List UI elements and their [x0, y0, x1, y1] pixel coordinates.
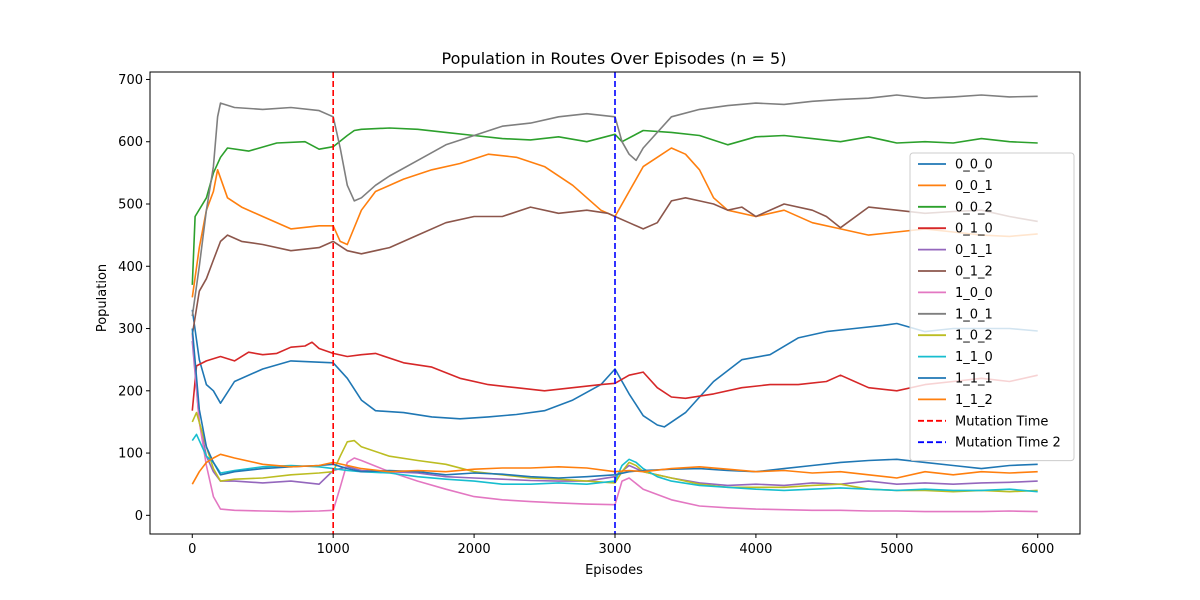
y-tick-label: 700: [118, 73, 143, 88]
y-axis-title: Population: [95, 264, 110, 332]
x-tick-label: 5000: [880, 542, 913, 557]
series-line-0-0-1: [191, 147, 1038, 298]
legend-label: 1_1_0: [955, 350, 993, 365]
plot-area: [191, 72, 1038, 534]
axes: 0 1000 2000 3000 4000 5000 6000 0 100 200 300 400 50…: [118, 71, 1081, 557]
y-tick-label: 200: [118, 384, 143, 399]
y-tick-label: 600: [118, 135, 143, 150]
series-line-1-1-1: [191, 328, 1038, 479]
legend-label: 1_0_0: [955, 286, 993, 301]
x-axis-title: Episodes: [585, 563, 643, 578]
x-tick-label: 4000: [739, 542, 772, 557]
y-tick-label: 0: [135, 509, 143, 524]
legend-label: 0_1_2: [955, 265, 993, 280]
series-line-1-0-2: [191, 411, 1038, 493]
legend-label: 1_1_2: [955, 393, 993, 408]
series-line-0-1-2: [191, 197, 1038, 335]
legend-label: 0_1_0: [955, 222, 993, 237]
legend-label: 1_1_1: [955, 372, 993, 387]
x-tick-label: 3000: [598, 542, 631, 557]
legend: 0_0_0 0_0_1 0_0_2 0_1_0 0_1_1 0_1_2 1_0_0 1_0_1…: [909, 152, 1075, 462]
y-tick-label: 300: [118, 322, 143, 337]
legend-label: Mutation Time 2: [955, 436, 1061, 451]
series-line-0-0-2: [191, 127, 1038, 285]
legend-label: Mutation Time: [955, 414, 1048, 429]
x-tick-label: 1000: [317, 542, 350, 557]
legend-label: 1_0_1: [955, 307, 993, 322]
x-tick-label: 6000: [1021, 542, 1054, 557]
y-tick-label: 500: [118, 198, 143, 213]
x-tick-label: 0: [188, 542, 196, 557]
legend-label: 0_1_1: [955, 243, 993, 258]
legend-label: 0_0_2: [955, 200, 993, 215]
x-tick-label: 2000: [458, 542, 491, 557]
chart-title: Population in Routes Over Episodes (n = …: [442, 49, 787, 68]
series-line-0-1-1: [191, 340, 1038, 487]
series-line-0-1-0: [191, 341, 1038, 411]
legend-label: 0_0_1: [955, 179, 993, 194]
legend-label: 0_0_0: [955, 158, 993, 173]
legend-box: [909, 152, 1075, 462]
y-tick-label: 100: [118, 447, 143, 462]
series-line-1-0-1: [191, 94, 1038, 317]
series-line-1-0-0: [191, 334, 1038, 513]
legend-label: 1_0_2: [955, 329, 993, 344]
series-line-0-0-0: [191, 309, 1038, 428]
series-line-1-1-2: [191, 453, 1038, 485]
y-tick-label: 400: [118, 260, 143, 275]
